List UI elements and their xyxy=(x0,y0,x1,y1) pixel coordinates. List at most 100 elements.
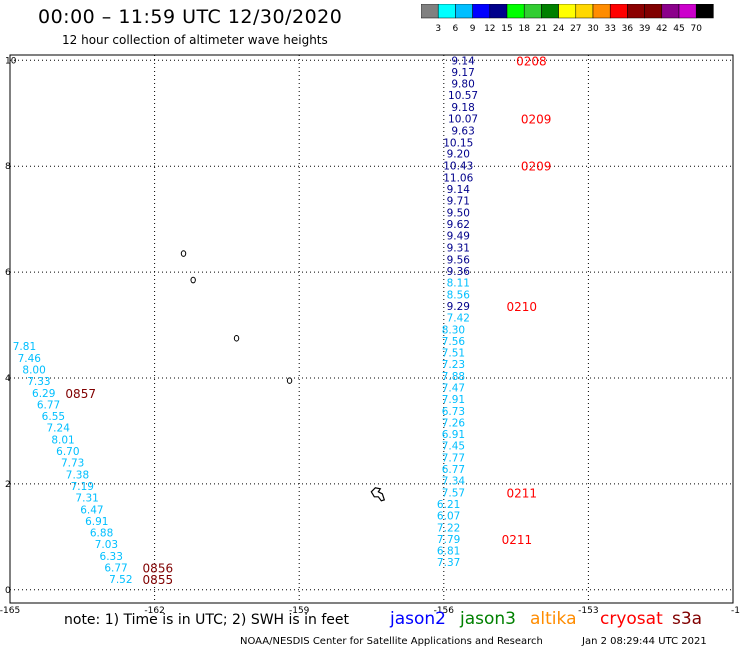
y-tick-label: 10 xyxy=(5,56,17,66)
track-east: 9.149.179.8010.579.1810.079.6310.159.201… xyxy=(437,55,478,569)
island-b xyxy=(190,276,196,284)
wave-height-value: 6.07 xyxy=(437,511,460,523)
wave-height-value: 6.73 xyxy=(442,406,465,418)
pass-time-label: 0856 xyxy=(143,562,174,576)
credit-line: NOAA/NESDIS Center for Satellite Applica… xyxy=(240,636,543,647)
pass-time-label: 0857 xyxy=(65,387,96,401)
wave-height-value: 9.18 xyxy=(451,102,474,114)
color-legend: 3 6 9 12 15 18 21 24 27 30 33 36 39 42 45 70 xyxy=(421,4,714,34)
pass-time-label: 0208 xyxy=(516,54,547,68)
wave-height-value: 9.14 xyxy=(451,55,475,67)
wave-height-value: 8.56 xyxy=(447,289,471,301)
legend-tick-label: 36 xyxy=(622,24,634,34)
y-tick-label: 0 xyxy=(5,586,11,596)
wave-height-value: 7.88 xyxy=(442,371,465,383)
wave-height-value: 9.17 xyxy=(451,67,474,79)
wave-height-value: 9.63 xyxy=(451,126,474,138)
y-tick-label: 4 xyxy=(5,374,11,384)
wave-height-value: 6.81 xyxy=(437,546,460,558)
wave-height-value: 8.11 xyxy=(447,278,470,290)
wave-height-value: 9.56 xyxy=(447,254,471,266)
legend-tick-label: 3 xyxy=(435,24,441,34)
legend-tick-label: 15 xyxy=(501,24,512,34)
wave-height-value: 7.19 xyxy=(71,481,94,493)
wave-height-value: 9.50 xyxy=(447,207,470,219)
wave-height-value: 6.29 xyxy=(32,388,55,400)
wave-height-value: 10.43 xyxy=(443,161,473,173)
wave-height-value: 7.34 xyxy=(442,476,466,488)
wave-height-value: 11.06 xyxy=(443,172,473,184)
wave-height-value: 6.70 xyxy=(56,446,79,458)
wave-height-value: 7.31 xyxy=(75,493,98,505)
pass-time-label: 0211 xyxy=(502,533,533,547)
wave-height-value: 7.52 xyxy=(109,574,132,586)
wave-height-value: 7.38 xyxy=(66,469,89,481)
legend-tick-label: 24 xyxy=(553,24,565,34)
island-a xyxy=(180,250,187,257)
footer-note: note: 1) Time is in UTC; 2) SWH is in fe… xyxy=(64,612,350,628)
legend-tick-label: 39 xyxy=(639,24,651,34)
pass-time-label: 0855 xyxy=(143,573,174,587)
wave-height-value: 6.91 xyxy=(442,429,465,441)
x-tick-label: -153 xyxy=(578,606,598,616)
legend-tick-label: 42 xyxy=(656,24,667,34)
legend-swatch xyxy=(695,4,714,19)
wave-height-value: 7.37 xyxy=(437,557,460,569)
legend-tick-label: 12 xyxy=(484,24,495,34)
wave-height-value: 7.57 xyxy=(442,487,465,499)
pass-time-label: 0211 xyxy=(506,486,537,500)
wave-height-value: 9.29 xyxy=(447,301,470,313)
wave-height-value: 7.47 xyxy=(442,383,465,395)
wave-height-value: 10.57 xyxy=(448,90,478,102)
wave-height-value: 6.33 xyxy=(100,551,123,563)
legend-tick-label: 33 xyxy=(604,24,615,34)
pass-time-label: 0209 xyxy=(521,160,552,174)
wave-height-value: 7.56 xyxy=(442,336,466,348)
legend-tick-label: 9 xyxy=(470,24,476,34)
wave-height-value: 7.77 xyxy=(442,452,465,464)
satellite-label-cryosat: cryosat xyxy=(600,609,663,629)
pass-time-label: 0209 xyxy=(521,113,552,127)
x-tick-label: -15 xyxy=(731,606,740,616)
wave-height-value: 9.80 xyxy=(451,79,474,91)
x-tick-label: -165 xyxy=(0,606,20,616)
wave-height-value: 9.62 xyxy=(447,219,470,231)
wave-height-value: 7.23 xyxy=(442,359,465,371)
wave-height-value: 7.45 xyxy=(442,441,465,453)
wave-height-value: 10.15 xyxy=(443,137,473,149)
legend-tick-label: 30 xyxy=(587,24,599,34)
wave-height-value: 9.49 xyxy=(447,231,470,243)
wave-height-value: 7.91 xyxy=(442,394,465,406)
wave-height-value: 8.01 xyxy=(51,434,74,446)
satellite-label-altika: altika xyxy=(530,609,577,629)
generation-timestamp: Jan 2 08:29:44 UTC 2021 xyxy=(582,636,707,647)
wave-height-value: 7.24 xyxy=(47,423,71,435)
island-c xyxy=(233,334,240,342)
wave-height-value: 7.33 xyxy=(27,376,50,388)
x-tick-label: -156 xyxy=(434,606,455,616)
wave-height-value: 6.91 xyxy=(85,516,108,528)
map-subtitle: 12 hour collection of altimeter wave hei… xyxy=(62,33,328,47)
y-tick-label: 2 xyxy=(5,480,11,490)
wave-height-value: 9.71 xyxy=(447,196,470,208)
wave-height-value: 9.36 xyxy=(447,266,471,278)
map-frame xyxy=(9,54,734,604)
wave-height-value: 6.77 xyxy=(104,563,127,575)
wave-height-value: 7.79 xyxy=(437,534,460,546)
wave-height-value: 7.81 xyxy=(13,341,36,353)
track-west: 7.817.468.007.336.296.776.557.248.016.70… xyxy=(13,341,133,586)
island-d xyxy=(286,377,293,384)
wave-height-value: 10.07 xyxy=(448,114,478,126)
wave-height-value: 6.47 xyxy=(80,504,103,516)
wave-height-value: 8.00 xyxy=(22,365,45,377)
legend-tick-label: 6 xyxy=(453,24,459,34)
y-tick-label: 8 xyxy=(5,162,11,172)
pass-time-label: 0210 xyxy=(506,300,537,314)
wave-height-value: 6.77 xyxy=(37,399,60,411)
wave-height-value: 7.22 xyxy=(437,522,460,534)
wave-height-value: 6.55 xyxy=(42,411,65,423)
wave-height-value: 9.31 xyxy=(447,243,470,255)
legend-tick-label: 70 xyxy=(690,24,702,34)
wave-height-value: 9.20 xyxy=(447,148,470,160)
